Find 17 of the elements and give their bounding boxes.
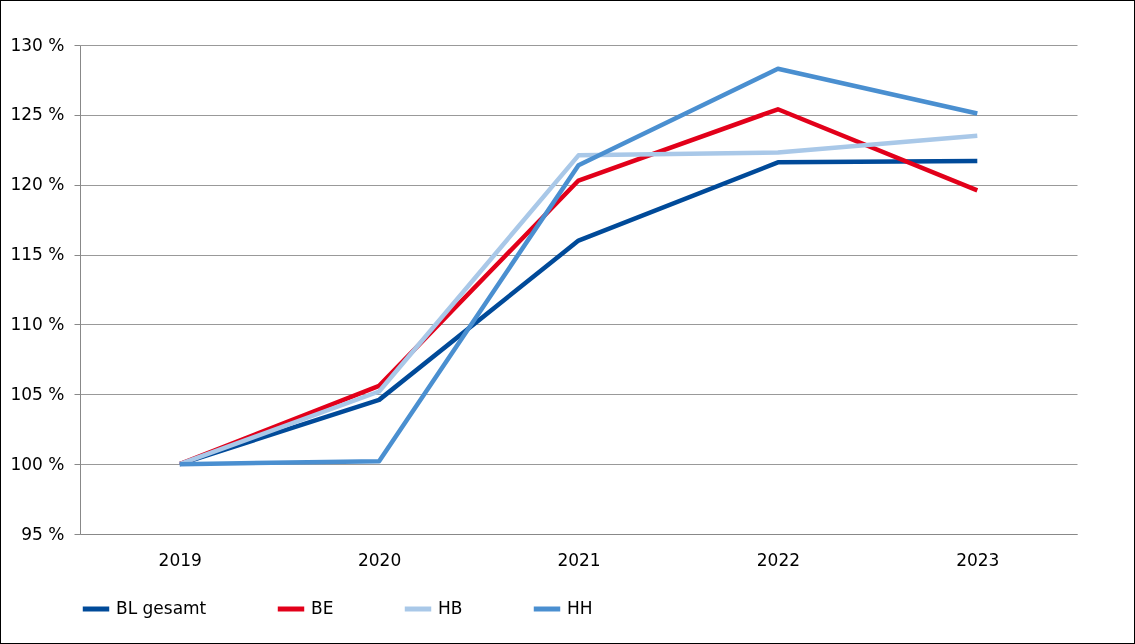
y-tick-label: 115 % — [10, 244, 65, 265]
y-tick-label: 110 % — [10, 313, 65, 334]
y-tick-label: 100 % — [10, 453, 65, 474]
y-tick-label: 95 % — [21, 523, 65, 544]
legend-label: BL gesamt — [116, 598, 207, 618]
x-tick-label: 2023 — [956, 549, 1000, 570]
x-tick-label: 2020 — [357, 549, 402, 570]
x-tick-label: 2021 — [557, 549, 601, 570]
legend-label: BE — [311, 598, 334, 618]
x-tick-label: 2022 — [756, 549, 801, 570]
legend-label: HB — [438, 598, 463, 618]
legend-label: HH — [567, 598, 593, 618]
y-tick-label: 125 % — [10, 104, 65, 125]
y-tick-label: 105 % — [10, 383, 65, 404]
x-tick-label: 2019 — [158, 549, 202, 570]
y-tick-label: 130 % — [10, 34, 65, 55]
y-tick-label: 120 % — [10, 174, 65, 195]
